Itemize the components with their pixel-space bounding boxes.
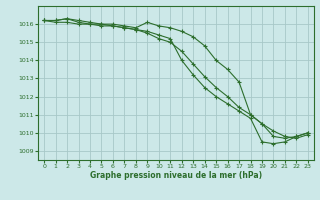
X-axis label: Graphe pression niveau de la mer (hPa): Graphe pression niveau de la mer (hPa) xyxy=(90,171,262,180)
